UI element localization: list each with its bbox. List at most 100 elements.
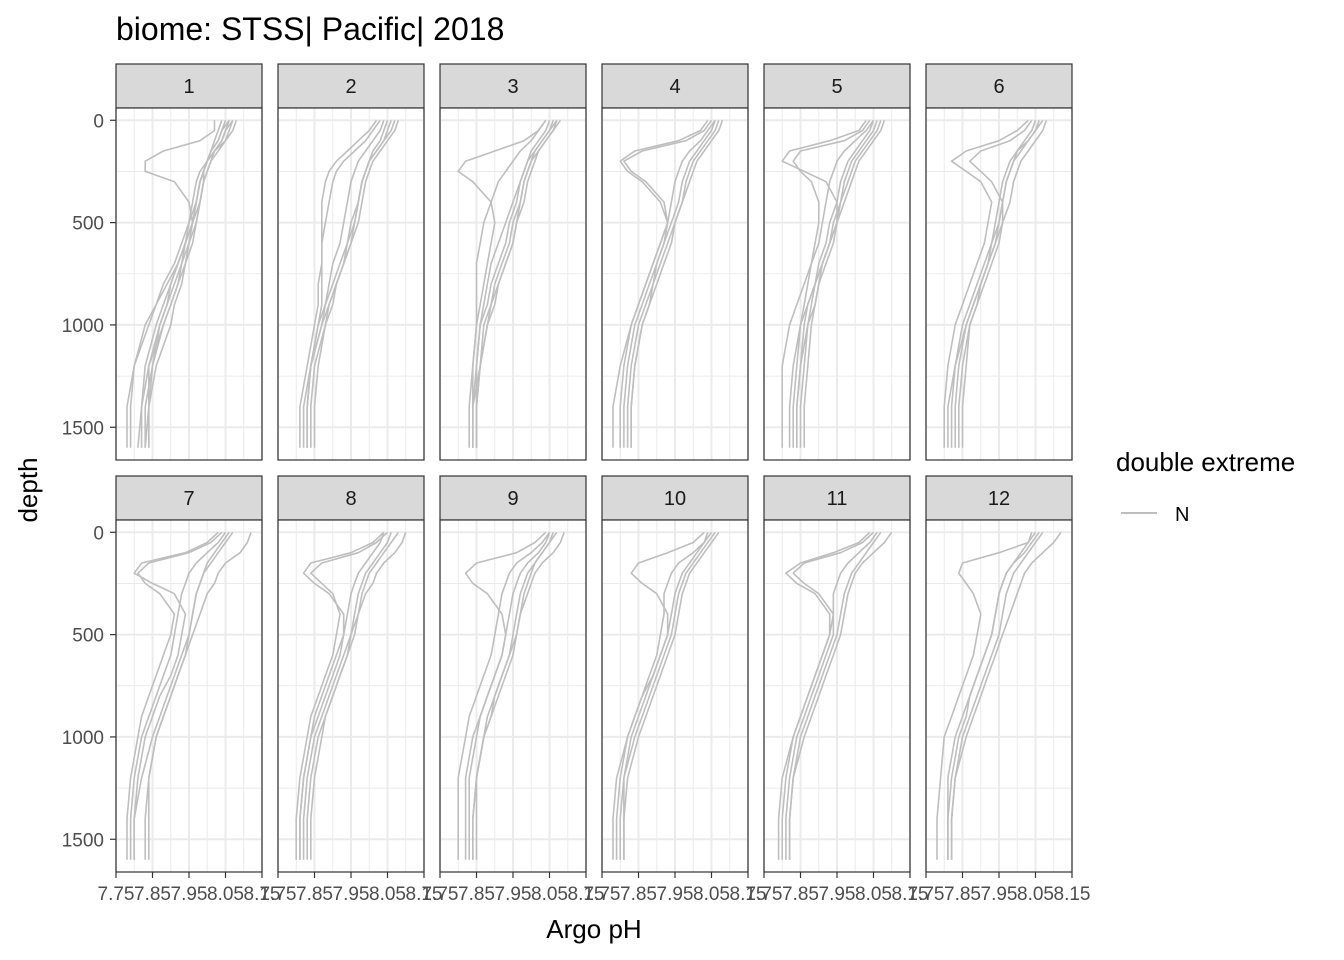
series-line: [148, 531, 234, 860]
series-lines: [781, 119, 886, 448]
facet-strip: [601, 63, 749, 109]
series-line: [475, 119, 562, 448]
y-tick-label: 500: [72, 214, 104, 235]
y-axis-title: depth: [13, 457, 43, 522]
series-line: [788, 531, 882, 860]
series-line: [126, 531, 223, 860]
facet-panel: 5: [763, 63, 911, 461]
facet-strip: [763, 63, 911, 109]
x-tick-label: 7.75: [746, 884, 783, 905]
series-lines: [612, 119, 724, 448]
series-line: [475, 119, 558, 448]
x-tick-label: 8.05: [369, 884, 406, 905]
series-line: [943, 119, 1029, 448]
x-tick-label: 8.05: [531, 884, 568, 905]
panel-border: [277, 107, 425, 461]
series-line: [468, 119, 547, 448]
series-line: [299, 532, 385, 860]
facet-strip-label: 10: [664, 488, 686, 510]
series-line: [475, 532, 554, 860]
series-lines: [295, 531, 407, 860]
series-line: [799, 120, 878, 448]
y-tick-label: 1500: [62, 418, 104, 439]
facet-strip-label: 1: [183, 76, 194, 98]
legend-title: double extreme: [1116, 447, 1295, 477]
y-tick-label: 1000: [62, 316, 104, 337]
series-line: [630, 120, 724, 448]
facet-strip: [115, 63, 263, 109]
panel-border: [601, 107, 749, 461]
x-tick-label: 8.05: [207, 884, 244, 905]
series-lines: [457, 531, 565, 860]
gridlines: [763, 520, 911, 872]
series-line: [947, 119, 1044, 448]
x-tick-label: 7.75: [98, 884, 135, 905]
legend: double extreme N: [1116, 447, 1295, 526]
facet-strip: [925, 63, 1073, 109]
panel-border: [439, 107, 587, 461]
series-line: [950, 531, 1062, 860]
x-tick-label: 7.85: [944, 884, 981, 905]
x-tick-label: 7.85: [620, 884, 657, 905]
series-line: [950, 531, 1044, 860]
facet-panel: 3: [439, 63, 587, 461]
x-tick-label: 8.15: [406, 884, 443, 905]
series-line: [309, 120, 392, 448]
chart-title: biome: STSS| Pacific| 2018: [116, 11, 504, 47]
series-line: [623, 532, 709, 860]
series-line: [133, 531, 219, 860]
series-lines: [936, 531, 1062, 860]
series-line: [619, 119, 716, 448]
x-tick-label: 8.15: [892, 884, 929, 905]
series-line: [781, 119, 875, 448]
series-lines: [126, 531, 252, 860]
series-line: [309, 531, 400, 860]
facet-panel: 8 7.75 7.85 7.95 8.05 8.15: [260, 475, 443, 905]
series-line: [626, 120, 716, 448]
series-line: [299, 119, 381, 448]
series-line: [961, 120, 1037, 448]
y-tick-label: 0: [93, 111, 104, 132]
x-tick-label: 8.05: [693, 884, 730, 905]
series-line: [795, 120, 875, 448]
x-tick-label: 7.85: [134, 884, 171, 905]
series-lines: [457, 119, 562, 448]
series-line: [302, 532, 407, 860]
y-tick-label: 1500: [62, 830, 104, 851]
series-line: [777, 531, 878, 860]
panel-border: [115, 107, 263, 461]
series-line: [295, 531, 389, 860]
x-tick-label: 7.75: [260, 884, 297, 905]
facet-strip-label: 5: [831, 76, 842, 98]
series-line: [781, 119, 867, 448]
x-tick-label: 7.85: [296, 884, 333, 905]
x-tick-label: 8.05: [855, 884, 892, 905]
y-tick-label: 1000: [62, 728, 104, 749]
x-tick-label: 8.15: [568, 884, 605, 905]
series-lines: [299, 119, 400, 448]
series-line: [947, 532, 1033, 860]
panel-border: [763, 107, 911, 461]
series-line: [306, 120, 385, 448]
gridlines: [115, 108, 263, 460]
x-tick-label: 8.15: [730, 884, 767, 905]
panel-border: [925, 107, 1073, 461]
facet-panel: 9 7.75 7.85 7.95 8.05 8.15: [422, 475, 605, 905]
series-line: [306, 120, 389, 448]
facet-strip-label: 4: [669, 76, 680, 98]
legend-entry-label: N: [1175, 504, 1189, 526]
x-tick-label: 7.95: [657, 884, 694, 905]
facet-strip: [277, 475, 425, 521]
facet-panel: 2: [277, 63, 425, 461]
facet-strip: [439, 475, 587, 521]
x-tick-label: 7.95: [819, 884, 856, 905]
facet-strip-label: 9: [507, 488, 518, 510]
series-line: [313, 120, 400, 448]
series-line: [936, 531, 1037, 860]
x-tick-label: 7.95: [981, 884, 1018, 905]
x-tick-label: 8.15: [244, 884, 281, 905]
series-line: [785, 531, 875, 860]
facet-strip-label: 11: [827, 488, 848, 510]
